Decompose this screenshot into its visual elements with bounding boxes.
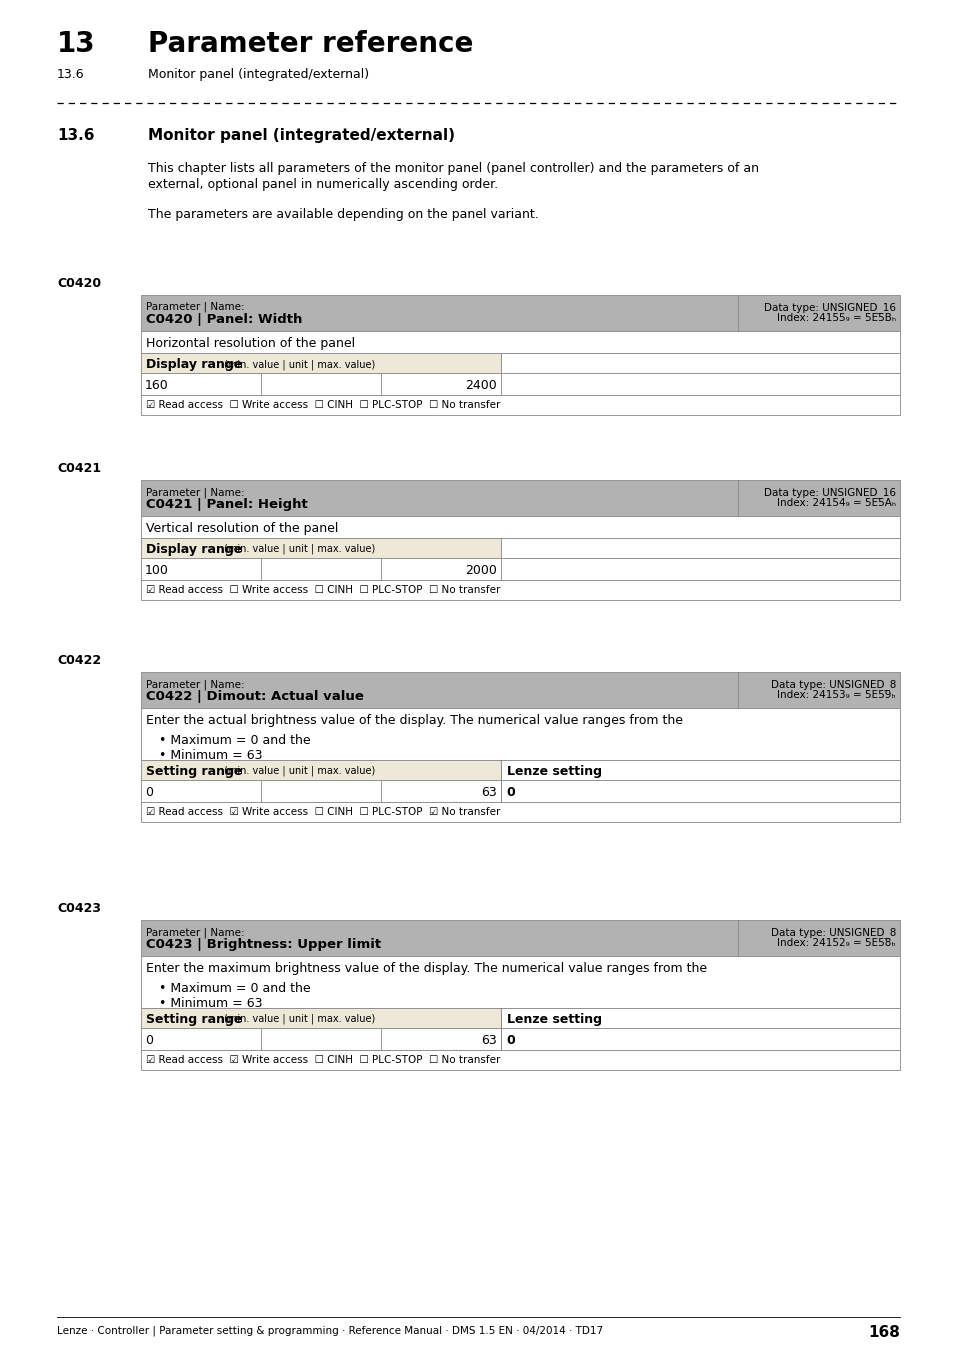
Bar [141,672,899,707]
Bar [141,373,500,396]
Bar [500,352,899,373]
Bar [500,539,899,558]
Text: ☑ Read access  ☐ Write access  ☐ CINH  ☐ PLC-STOP  ☐ No transfer: ☑ Read access ☐ Write access ☐ CINH ☐ PL… [146,585,500,595]
Text: ☑ Read access  ☑ Write access  ☐ CINH  ☐ PLC-STOP  ☑ No transfer: ☑ Read access ☑ Write access ☐ CINH ☐ PL… [146,807,500,817]
Text: (min. value | unit | max. value): (min. value | unit | max. value) [224,1014,375,1025]
Text: 160: 160 [145,379,169,391]
Text: C0421 | Panel: Height: C0421 | Panel: Height [146,498,308,512]
Text: C0422: C0422 [57,653,101,667]
Bar [141,1050,899,1071]
Bar [141,760,500,780]
Text: Setting range: Setting range [146,1012,242,1026]
Text: Display range: Display range [146,358,242,371]
Text: 0: 0 [505,1034,515,1048]
Text: Data type: UNSIGNED_16: Data type: UNSIGNED_16 [763,302,895,313]
Bar [141,1027,500,1050]
Text: C0420: C0420 [57,277,101,290]
Text: Parameter | Name:: Parameter | Name: [146,302,244,312]
Text: Parameter | Name:: Parameter | Name: [146,679,244,690]
Text: (min. value | unit | max. value): (min. value | unit | max. value) [224,544,375,555]
Text: (min. value | unit | max. value): (min. value | unit | max. value) [224,765,375,776]
Text: 100: 100 [145,564,169,576]
Text: Lenze · Controller | Parameter setting & programming · Reference Manual · DMS 1.: Lenze · Controller | Parameter setting &… [57,1324,602,1335]
Bar [141,296,899,331]
Text: (min. value | unit | max. value): (min. value | unit | max. value) [224,359,375,370]
Text: • Maximum = 0 and the: • Maximum = 0 and the [151,734,311,747]
Text: Lenze setting: Lenze setting [506,1012,601,1026]
Text: 63: 63 [480,1034,497,1048]
Text: Parameter | Name:: Parameter | Name: [146,487,244,498]
Text: Setting range: Setting range [146,765,242,778]
Text: Enter the actual brightness value of the display. The numerical value ranges fro: Enter the actual brightness value of the… [146,714,682,728]
Text: Enter the maximum brightness value of the display. The numerical value ranges fr: Enter the maximum brightness value of th… [146,963,706,975]
Text: This chapter lists all parameters of the monitor panel (panel controller) and th: This chapter lists all parameters of the… [148,162,759,176]
Bar [500,373,899,396]
Bar [500,1008,899,1027]
Text: Data type: UNSIGNED_16: Data type: UNSIGNED_16 [763,487,895,498]
Text: Data type: UNSIGNED_8: Data type: UNSIGNED_8 [770,679,895,690]
Text: Display range: Display range [146,543,242,556]
Text: The parameters are available depending on the panel variant.: The parameters are available depending o… [148,208,538,221]
Text: 13.6: 13.6 [57,128,94,143]
Text: Horizontal resolution of the panel: Horizontal resolution of the panel [146,338,355,350]
Bar [141,481,899,516]
Bar [141,1008,500,1027]
Text: Index: 24154₉ = 5E5Aₕ: Index: 24154₉ = 5E5Aₕ [776,498,895,508]
Text: C0420 | Panel: Width: C0420 | Panel: Width [146,313,302,325]
Text: Vertical resolution of the panel: Vertical resolution of the panel [146,522,338,535]
Text: C0423: C0423 [57,902,101,915]
Text: • Maximum = 0 and the: • Maximum = 0 and the [151,981,311,995]
Text: 0: 0 [145,786,152,799]
Text: Monitor panel (integrated/external): Monitor panel (integrated/external) [148,68,369,81]
Text: Parameter | Name:: Parameter | Name: [146,927,244,937]
Bar [141,396,899,414]
Bar [500,558,899,580]
Text: Lenze setting: Lenze setting [506,765,601,778]
Bar [500,760,899,780]
Text: ☑ Read access  ☐ Write access  ☐ CINH  ☐ PLC-STOP  ☐ No transfer: ☑ Read access ☐ Write access ☐ CINH ☐ PL… [146,400,500,410]
Text: ☑ Read access  ☑ Write access  ☐ CINH  ☐ PLC-STOP  ☐ No transfer: ☑ Read access ☑ Write access ☐ CINH ☐ PL… [146,1054,500,1065]
Bar [141,539,500,558]
Bar [141,352,500,373]
Text: Index: 24153₉ = 5E59ₕ: Index: 24153₉ = 5E59ₕ [777,690,895,701]
Text: Index: 24155₉ = 5E5Bₕ: Index: 24155₉ = 5E5Bₕ [776,313,895,323]
Bar [500,1027,899,1050]
Bar [141,956,899,1008]
Bar [141,516,899,539]
Text: external, optional panel in numerically ascending order.: external, optional panel in numerically … [148,178,497,190]
Text: C0422 | Dimout: Actual value: C0422 | Dimout: Actual value [146,690,363,703]
Text: • Minimum = 63: • Minimum = 63 [151,749,262,761]
Text: 168: 168 [867,1324,899,1341]
Bar [141,331,899,352]
Text: 0: 0 [505,786,515,799]
Bar [141,780,500,802]
Bar [141,802,899,822]
Bar [500,780,899,802]
Text: 13.6: 13.6 [57,68,85,81]
Text: Parameter reference: Parameter reference [148,30,473,58]
Bar [141,707,899,760]
Bar [141,580,899,599]
Text: Data type: UNSIGNED_8: Data type: UNSIGNED_8 [770,927,895,938]
Bar [141,558,500,580]
Text: 2400: 2400 [465,379,497,391]
Text: C0423 | Brightness: Upper limit: C0423 | Brightness: Upper limit [146,938,381,950]
Text: 0: 0 [145,1034,152,1048]
Text: Index: 24152₉ = 5E58ₕ: Index: 24152₉ = 5E58ₕ [777,938,895,948]
Text: • Minimum = 63: • Minimum = 63 [151,998,262,1010]
Text: 2000: 2000 [465,564,497,576]
Text: 13: 13 [57,30,95,58]
Text: C0421: C0421 [57,462,101,475]
Text: 63: 63 [480,786,497,799]
Text: Monitor panel (integrated/external): Monitor panel (integrated/external) [148,128,455,143]
Bar [141,919,899,956]
